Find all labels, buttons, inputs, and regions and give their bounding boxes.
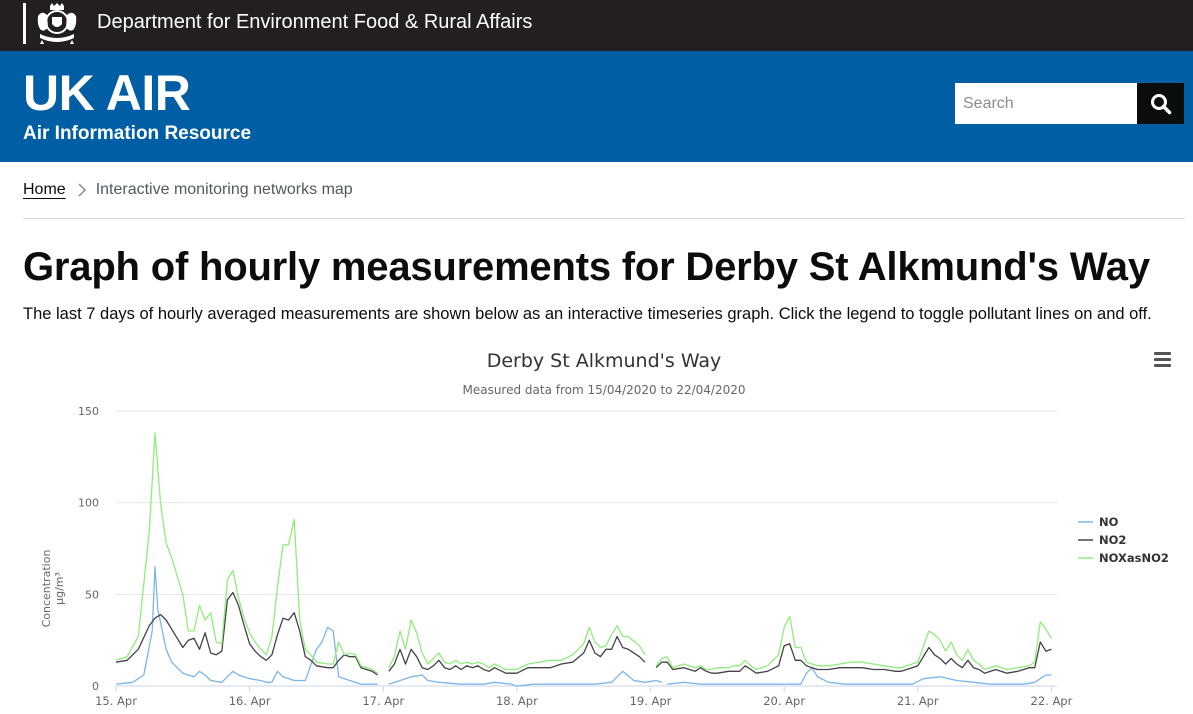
royal-crest-logo[interactable] (32, 2, 82, 46)
x-tick-label: 17. Apr (362, 694, 404, 708)
x-tick-label: 18. Apr (496, 694, 538, 708)
x-tick-label: 22. Apr (1031, 694, 1073, 708)
series-line-no2 (115, 591, 1052, 676)
chart-canvas: Derby St Alkmund's Way Measured data from… (40, 350, 1169, 708)
timeseries-chart: Derby St Alkmund's Way Measured data from… (30, 340, 1193, 714)
search-button[interactable] (1137, 83, 1184, 124)
x-tick-label: 21. Apr (897, 694, 939, 708)
breadcrumb-current-page: Interactive monitoring networks map (95, 181, 353, 198)
y-tick-label: 50 (85, 588, 99, 601)
government-header-bar: Department for Environment Food & Rural … (0, 0, 1193, 51)
chart-menu-hamburger-icon[interactable] (1152, 352, 1174, 370)
legend-item-no[interactable]: NO (1099, 515, 1119, 529)
site-title[interactable]: UK AIR (23, 65, 191, 121)
chart-subtitle: Measured data from 15/04/2020 to 22/04/2… (462, 383, 745, 397)
site-subtitle: Air Information Resource (23, 123, 252, 144)
y-axis-title: Concentrationµg/m³ (40, 550, 66, 628)
breadcrumb-home-link[interactable]: Home (23, 181, 66, 198)
series-line-no (115, 566, 1052, 687)
chevron-right-icon (78, 183, 86, 197)
x-tick-label: 16. Apr (229, 694, 271, 708)
breadcrumb: Home Interactive monitoring networks map (23, 181, 353, 199)
site-header: UK AIR Air Information Resource (0, 51, 1193, 162)
search-input[interactable] (955, 83, 1137, 124)
search-icon (1150, 93, 1171, 114)
y-tick-label: 0 (92, 680, 99, 693)
legend-item-noxasno2[interactable]: NOXasNO2 (1099, 551, 1169, 565)
breadcrumb-divider (23, 218, 1185, 219)
intro-text: The last 7 days of hourly averaged measu… (23, 305, 1152, 323)
x-tick-label: 19. Apr (630, 694, 672, 708)
chart-title: Derby St Alkmund's Way (487, 350, 722, 372)
x-tick-label: 20. Apr (763, 694, 805, 708)
legend-item-no2[interactable]: NO2 (1099, 533, 1126, 547)
department-name[interactable]: Department for Environment Food & Rural … (97, 11, 533, 33)
y-tick-label: 150 (78, 405, 99, 418)
series-line-noxasno2 (115, 432, 1052, 674)
x-tick-label: 15. Apr (95, 694, 137, 708)
y-tick-label: 100 (78, 497, 99, 510)
crest-rule (23, 3, 26, 44)
page-title: Graph of hourly measurements for Derby S… (23, 245, 1150, 289)
